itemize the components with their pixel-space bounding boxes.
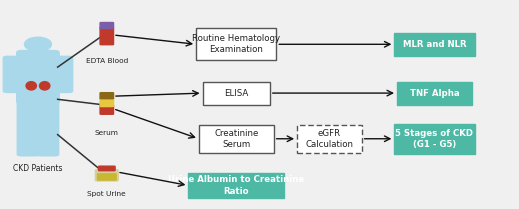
Ellipse shape: [24, 37, 51, 51]
FancyBboxPatch shape: [100, 105, 114, 114]
FancyBboxPatch shape: [17, 99, 39, 156]
Ellipse shape: [26, 82, 36, 90]
Text: eGFR
Calculation: eGFR Calculation: [305, 129, 353, 149]
FancyBboxPatch shape: [95, 170, 118, 181]
Text: CKD Patients: CKD Patients: [13, 164, 63, 173]
Text: Creatinine
Serum: Creatinine Serum: [214, 129, 258, 149]
FancyBboxPatch shape: [51, 56, 73, 92]
FancyBboxPatch shape: [98, 174, 116, 180]
FancyBboxPatch shape: [394, 33, 474, 56]
FancyBboxPatch shape: [199, 125, 274, 153]
FancyBboxPatch shape: [100, 27, 114, 45]
FancyBboxPatch shape: [100, 97, 114, 107]
FancyBboxPatch shape: [394, 124, 474, 154]
FancyBboxPatch shape: [37, 99, 59, 156]
FancyBboxPatch shape: [202, 82, 270, 104]
Text: MLR and NLR: MLR and NLR: [403, 40, 466, 49]
FancyBboxPatch shape: [297, 125, 362, 153]
Text: TNF Alpha: TNF Alpha: [409, 89, 459, 98]
Text: EDTA Blood: EDTA Blood: [86, 58, 128, 64]
Text: ELISA: ELISA: [224, 89, 248, 98]
Ellipse shape: [39, 82, 50, 90]
Text: Urine Albumin to Creatinine
Ratio: Urine Albumin to Creatinine Ratio: [168, 175, 304, 195]
FancyBboxPatch shape: [3, 56, 25, 92]
FancyBboxPatch shape: [188, 173, 284, 198]
FancyBboxPatch shape: [100, 93, 114, 99]
FancyBboxPatch shape: [99, 166, 115, 171]
Text: Spot Urine: Spot Urine: [88, 191, 126, 197]
FancyBboxPatch shape: [397, 82, 472, 104]
Text: Serum: Serum: [95, 130, 119, 135]
FancyBboxPatch shape: [17, 51, 59, 103]
Text: 5 Stages of CKD
(G1 - G5): 5 Stages of CKD (G1 - G5): [395, 129, 473, 149]
Text: Routine Hematology
Examination: Routine Hematology Examination: [192, 34, 280, 54]
FancyBboxPatch shape: [100, 23, 114, 28]
FancyBboxPatch shape: [196, 28, 276, 60]
